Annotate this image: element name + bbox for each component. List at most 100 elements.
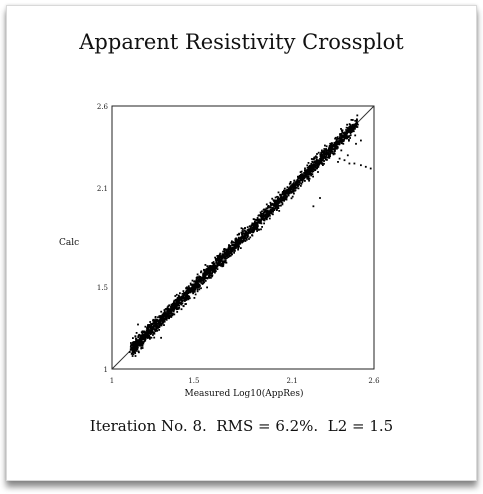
data-point xyxy=(212,269,215,271)
data-point xyxy=(186,290,188,293)
data-point xyxy=(322,164,324,166)
data-point xyxy=(260,219,263,221)
y-tick-label: 1 xyxy=(104,366,108,374)
data-point xyxy=(139,341,142,344)
data-point xyxy=(220,262,223,265)
data-point xyxy=(169,310,172,313)
data-point xyxy=(280,198,283,200)
data-point xyxy=(338,140,341,142)
data-point xyxy=(261,218,264,221)
data-point xyxy=(342,136,344,139)
data-point xyxy=(301,175,303,178)
data-point xyxy=(324,148,327,151)
data-point xyxy=(244,227,246,230)
data-point xyxy=(167,311,170,314)
data-point xyxy=(300,183,303,185)
data-point xyxy=(274,202,277,205)
data-point xyxy=(210,276,212,279)
data-point xyxy=(314,169,317,171)
data-point xyxy=(348,139,350,142)
data-point xyxy=(251,226,254,229)
data-point xyxy=(351,130,353,133)
data-point xyxy=(229,249,232,252)
data-point xyxy=(221,258,224,260)
data-point xyxy=(309,168,312,171)
data-point xyxy=(192,290,195,293)
data-point xyxy=(200,271,202,274)
x-tick-label: 1.5 xyxy=(188,377,199,385)
data-point xyxy=(232,243,235,246)
data-point xyxy=(318,159,320,162)
data-point xyxy=(143,331,146,334)
data-point xyxy=(137,334,140,337)
data-point xyxy=(294,181,297,184)
data-point xyxy=(245,238,248,241)
data-point xyxy=(266,213,268,215)
data-point xyxy=(163,312,166,314)
data-point xyxy=(286,188,289,191)
data-point xyxy=(290,188,293,191)
data-point xyxy=(197,283,199,285)
data-point xyxy=(227,248,230,251)
data-point xyxy=(193,284,196,286)
data-point xyxy=(354,119,357,122)
data-point xyxy=(345,126,348,129)
data-point xyxy=(314,161,317,163)
data-point xyxy=(326,159,328,161)
data-point xyxy=(237,245,240,248)
data-point xyxy=(296,179,299,182)
data-point xyxy=(327,149,330,152)
data-point xyxy=(199,277,202,279)
outlier-point xyxy=(364,165,367,168)
data-point xyxy=(315,160,318,162)
data-point xyxy=(223,254,225,257)
data-point xyxy=(323,150,325,152)
data-point xyxy=(208,277,211,279)
data-point xyxy=(287,193,289,195)
data-point xyxy=(150,328,153,331)
outlier-point xyxy=(360,164,362,167)
data-point xyxy=(237,241,240,244)
data-point xyxy=(302,174,305,177)
data-point xyxy=(351,119,354,121)
data-point xyxy=(333,145,336,148)
data-point xyxy=(259,211,262,214)
outlier-point xyxy=(319,197,321,199)
data-point xyxy=(284,197,287,200)
data-point xyxy=(338,141,341,144)
data-point xyxy=(228,250,231,253)
data-point xyxy=(307,178,310,181)
data-point xyxy=(225,249,228,252)
data-point xyxy=(312,164,314,166)
data-point xyxy=(255,224,258,227)
data-point xyxy=(245,230,247,233)
data-point xyxy=(262,217,265,220)
data-point xyxy=(229,248,231,251)
data-point xyxy=(215,258,217,260)
data-point xyxy=(308,170,310,173)
data-point xyxy=(166,312,169,315)
data-point xyxy=(203,278,206,280)
data-point xyxy=(141,342,143,344)
data-point xyxy=(188,297,191,300)
data-point xyxy=(140,339,143,341)
data-point xyxy=(152,319,154,322)
data-point xyxy=(199,281,202,283)
data-point xyxy=(274,206,277,209)
data-point xyxy=(278,210,281,212)
data-point xyxy=(134,352,137,355)
data-point xyxy=(270,212,273,215)
data-point xyxy=(325,150,327,152)
data-point xyxy=(224,256,227,259)
data-point xyxy=(199,278,201,280)
data-point xyxy=(243,239,245,242)
data-point xyxy=(281,199,284,202)
data-point xyxy=(256,223,259,225)
data-point xyxy=(316,164,319,167)
data-point xyxy=(329,153,331,156)
data-point xyxy=(271,202,274,205)
data-point xyxy=(328,145,331,147)
data-point xyxy=(158,324,161,327)
data-point xyxy=(133,347,136,350)
data-point xyxy=(219,252,222,255)
